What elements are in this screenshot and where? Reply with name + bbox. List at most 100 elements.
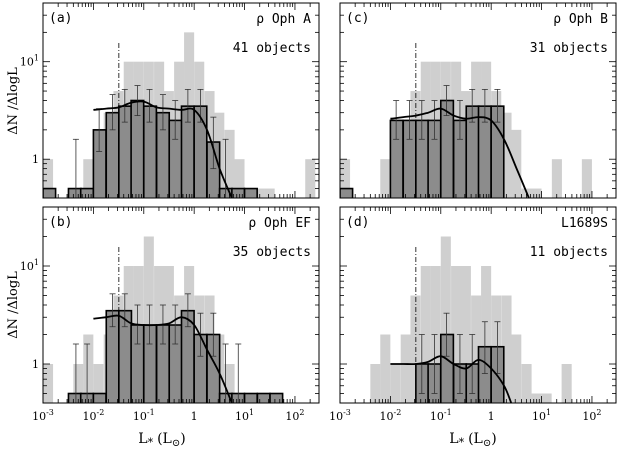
plot-area (43, 236, 284, 403)
plot-area (340, 43, 592, 198)
background-bar (234, 159, 245, 198)
background-bar (481, 266, 492, 403)
foreground-bar (389, 119, 404, 198)
background-bar (83, 334, 94, 403)
background-bar (551, 159, 562, 198)
x-tick-label: 10-1 (430, 408, 452, 423)
error-bar (172, 100, 179, 140)
error-bar (235, 343, 242, 403)
xlabel-right: L* (L⊙) (449, 431, 496, 449)
error-bar (109, 293, 116, 328)
region-name: ρ Oph A (256, 12, 311, 27)
x-tick-label: 102 (285, 408, 304, 423)
error-bar (184, 88, 191, 123)
error-bar (469, 88, 476, 123)
x-tick-label: 101 (235, 408, 254, 423)
fit-curve (93, 314, 233, 403)
xlabel-sun: ⊙ (172, 438, 180, 449)
y-tick-label: 101 (20, 54, 39, 69)
x-tick-label: 10-3 (329, 408, 351, 423)
x-tick-label: 101 (532, 408, 551, 423)
plot-area (370, 236, 572, 403)
xlabel-units: (L (157, 431, 172, 447)
error-bar (222, 138, 229, 198)
error-bar (109, 94, 116, 131)
background-bar (224, 129, 235, 198)
panel-label: (d) (346, 215, 369, 230)
background-bar (541, 393, 552, 403)
svg-text:L*(L⊙): L* (L⊙) (138, 431, 185, 449)
background-bar (501, 112, 512, 198)
background-bar (370, 364, 381, 403)
panel-c: (c) ρ Oph B 31 objects (339, 2, 617, 199)
background-bar (380, 334, 391, 403)
svg-text:L*(L⊙): L* (L⊙) (449, 431, 496, 449)
error-bar (72, 343, 79, 403)
error-bar (431, 100, 438, 140)
fit-curve (390, 107, 530, 198)
x-tick-label: 10-2 (379, 408, 401, 423)
x-tick-label: 10-3 (32, 408, 54, 423)
background-bar (511, 129, 522, 198)
background-bar (224, 364, 235, 403)
object-count: 35 objects (233, 245, 311, 260)
error-bar (210, 116, 217, 170)
xlabel-sub: * (459, 436, 465, 449)
foreground-bar (43, 187, 57, 198)
background-bar (254, 188, 265, 198)
xlabel-left: L* (L⊙) (138, 431, 185, 449)
background-bar (471, 295, 482, 403)
error-bar (134, 85, 141, 117)
panel-label: (a) (49, 11, 72, 26)
fit-curve (93, 100, 233, 198)
background-bar (561, 364, 572, 403)
error-bar (494, 88, 501, 123)
region-name: L1689S (561, 216, 608, 231)
background-bar (93, 364, 104, 403)
error-bar (72, 138, 79, 198)
error-bar (456, 334, 463, 394)
x-tick-label: 10-2 (82, 408, 104, 423)
background-bar (521, 364, 532, 403)
ylabel-top: ΔN /ΔlogL (6, 67, 21, 135)
object-count: 11 objects (530, 245, 608, 260)
background-bar (420, 266, 431, 403)
background-bar (531, 188, 542, 198)
panel-label: (b) (49, 215, 72, 230)
foreground-bar (439, 333, 455, 403)
xlabel-close: ) (180, 431, 185, 447)
error-bar (431, 334, 438, 394)
foreground-bar (340, 187, 354, 198)
error-bar (222, 343, 229, 403)
error-bar (418, 100, 425, 140)
foreground-bar (269, 392, 284, 403)
background-bar (501, 295, 512, 403)
background-bar (143, 236, 154, 403)
background-bar (340, 159, 351, 198)
foreground-bar (92, 129, 107, 198)
xlabel-close: ) (491, 431, 496, 447)
background-bar (390, 364, 401, 403)
panel-d: 10-3 10-2 10-1 1 101 102 (d) L1689S 11 objects (329, 206, 617, 423)
object-count: 41 objects (233, 41, 311, 56)
background-bar (43, 364, 54, 403)
region-name: ρ Oph B (553, 12, 608, 27)
background-bar (43, 159, 54, 198)
background-bar (380, 159, 391, 198)
x-tick-label: 10-1 (133, 408, 155, 423)
plot-area (43, 32, 316, 198)
background-bar (440, 236, 451, 403)
background-bar (264, 188, 275, 198)
panel-label: (c) (346, 11, 369, 26)
background-bar (400, 334, 411, 403)
background-bar (511, 334, 522, 403)
x-tick-label: 102 (582, 408, 601, 423)
background-bar (581, 159, 592, 198)
error-bar (481, 321, 488, 374)
y-tick-label: 101 (20, 258, 39, 273)
background-bar (531, 393, 542, 403)
xlabel-units: (L (468, 431, 483, 447)
error-bar (443, 312, 450, 357)
panel-a: 1 101 (a) ρ Oph A 41 objects (20, 2, 320, 199)
background-bar (83, 159, 94, 198)
